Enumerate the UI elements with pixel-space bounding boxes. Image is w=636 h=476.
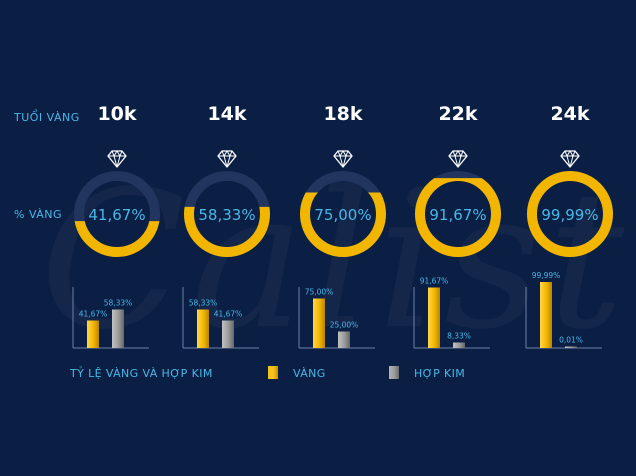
alloy-bar — [453, 342, 465, 348]
ring-percent-label: 41,67% — [88, 206, 145, 224]
gold-bar — [428, 287, 440, 348]
diamond-icon-facets — [108, 150, 126, 168]
ring-gold-fill — [184, 206, 270, 257]
diamond-icon — [448, 150, 468, 168]
gold-bar-label: 41,67% — [79, 309, 108, 318]
diamond-icon-facets — [218, 150, 236, 168]
ring-gold-fill — [74, 221, 160, 257]
gold-bar — [197, 309, 209, 348]
gold-bar-label: 58,33% — [189, 299, 218, 308]
legend-gold-swatch — [268, 366, 278, 379]
gold-bar-label: 75,00% — [305, 288, 334, 297]
alloy-bar — [338, 331, 350, 348]
alloy-bar-label: 8,33% — [447, 332, 471, 341]
karat-label: 10k — [97, 103, 137, 125]
diamond-icon-facets — [449, 150, 467, 168]
ring-gold-fill — [527, 171, 613, 257]
legend-alloy-label: HỢP KIM — [414, 367, 466, 380]
gold-bar-label: 99,99% — [532, 271, 561, 280]
gold-bar — [540, 282, 552, 348]
karat-label: 18k — [323, 103, 363, 125]
alloy-bar-label: 25,00% — [330, 321, 359, 330]
legend-gold-label: VÀNG — [293, 367, 326, 380]
ring-percent-label: 75,00% — [314, 206, 371, 224]
diamond-icon-facets — [561, 150, 579, 168]
alloy-bar — [222, 320, 234, 348]
gold-bar-label: 91,67% — [420, 276, 449, 285]
alloy-bar-label: 41,67% — [214, 309, 243, 318]
age-row-label: TUỔI VÀNG — [14, 111, 80, 124]
diamond-icon — [217, 150, 237, 168]
alloy-bar — [112, 309, 124, 348]
ring-percent-label: 99,99% — [541, 206, 598, 224]
diamond-icon — [107, 150, 127, 168]
gold-percent-row-label: % VÀNG — [14, 208, 63, 221]
alloy-bar — [565, 346, 577, 348]
diamond-icon — [333, 150, 353, 168]
karat-label: 22k — [438, 103, 478, 125]
ratio-chart-title: TỶ LỆ VÀNG VÀ HỢP KIM — [70, 367, 213, 380]
ring-percent-label: 91,67% — [429, 206, 486, 224]
karat-label: 24k — [550, 103, 590, 125]
gold-bar — [87, 320, 99, 348]
legend-alloy-swatch — [389, 366, 399, 379]
diamond-icon — [560, 150, 580, 168]
ring-percent-label: 58,33% — [198, 206, 255, 224]
ring-gold-fill — [415, 178, 501, 257]
alloy-bar-label: 58,33% — [104, 299, 133, 308]
alloy-bar-label: 0,01% — [559, 336, 583, 345]
ring-gold-fill — [300, 192, 386, 257]
karat-label: 14k — [207, 103, 247, 125]
gold-bar — [313, 298, 325, 348]
diamond-icon-facets — [334, 150, 352, 168]
